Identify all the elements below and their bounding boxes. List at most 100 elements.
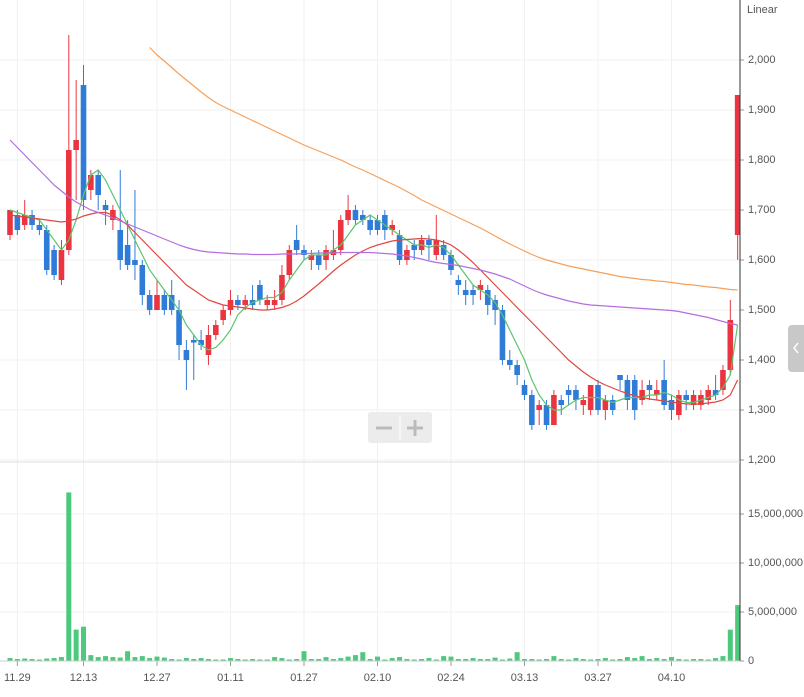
candle-body <box>484 290 491 305</box>
candle-body <box>492 300 498 310</box>
volume-bar <box>205 659 211 661</box>
moving-average-line <box>9 169 739 411</box>
candle-body <box>154 295 160 310</box>
candle-body <box>507 360 513 365</box>
volume-bar <box>514 652 520 661</box>
volume-bar <box>213 659 219 661</box>
candle-body <box>213 325 219 335</box>
volume-bar <box>330 659 336 661</box>
candle-body <box>198 340 204 345</box>
candle-body <box>609 400 616 410</box>
candle-body <box>477 285 484 290</box>
volume-bar <box>198 658 204 661</box>
candle-body <box>51 250 57 275</box>
volume-bar <box>161 657 167 661</box>
candle-body <box>264 300 271 305</box>
candle-body <box>543 405 550 425</box>
candle-body <box>43 230 50 270</box>
side-tab-bg[interactable] <box>788 325 804 372</box>
volume-bar <box>727 629 733 661</box>
candle-body <box>683 395 689 400</box>
candle-body <box>345 210 351 220</box>
volume-bar <box>713 658 719 661</box>
volume-bar <box>264 659 270 661</box>
volume-bar <box>338 658 344 661</box>
volume-bar <box>566 659 572 661</box>
candle-body <box>88 175 94 190</box>
y-tick-label: 1,300 <box>748 404 776 416</box>
x-tick-label: 02.10 <box>364 672 392 684</box>
volume-bar <box>676 659 682 661</box>
y-tick-label: 1,600 <box>748 254 776 266</box>
moving-average-line <box>149 47 738 291</box>
volume-bar <box>183 658 189 661</box>
volume-bar <box>81 626 86 661</box>
volume-bar <box>499 659 505 661</box>
x-tick-label: 01.27 <box>290 672 318 684</box>
volume-bar <box>639 656 645 661</box>
x-tick-label: 04.10 <box>658 672 686 684</box>
volume-bar <box>683 659 689 661</box>
volume-bar <box>58 657 64 661</box>
candle-body <box>654 390 660 395</box>
moving-average-line <box>9 211 739 405</box>
volume-bar <box>147 658 153 661</box>
candle-body <box>293 240 300 250</box>
candle-body <box>712 390 719 395</box>
volume-bar <box>595 659 601 661</box>
volume-bar <box>73 629 79 661</box>
y-tick-label: 0 <box>748 655 754 667</box>
volume-bar <box>433 659 439 661</box>
volume-bar <box>220 659 226 661</box>
volume-bar <box>617 659 623 661</box>
volume-bar <box>463 659 469 661</box>
volume-bar <box>558 659 564 661</box>
candle-body <box>521 385 528 395</box>
side-tab-arrow <box>793 342 799 354</box>
volume-bar <box>404 659 410 661</box>
zoom-controls[interactable] <box>368 412 432 443</box>
volume-bar <box>448 656 454 661</box>
candle-body <box>146 295 153 310</box>
candle-body <box>73 140 79 150</box>
candle-body <box>161 295 168 310</box>
volume-bar <box>522 659 527 661</box>
volume-bar <box>323 657 329 661</box>
candle-body <box>668 400 675 410</box>
y-tick-label: 2,000 <box>748 54 776 66</box>
volume-bar <box>308 659 314 661</box>
volume-bar <box>624 657 630 661</box>
candle-body <box>132 260 138 265</box>
candle-body <box>676 395 682 415</box>
candle-body <box>176 310 182 345</box>
candle-body <box>580 400 587 405</box>
volume-bar <box>492 657 498 661</box>
candle-body <box>374 220 381 230</box>
volume-bar <box>411 659 417 661</box>
candle-body <box>279 275 285 300</box>
volume-bar <box>345 656 351 661</box>
volume-bar <box>544 659 550 661</box>
candle-body <box>220 310 226 320</box>
volume-bar <box>279 658 285 661</box>
y-tick-label: 15,000,000 <box>748 508 803 520</box>
candle-body <box>734 95 741 235</box>
x-tick-label: 01.11 <box>217 672 244 684</box>
candle-body <box>573 390 579 400</box>
candle-body <box>617 375 623 380</box>
scale-label: Linear <box>747 4 778 16</box>
candle-body <box>529 395 535 425</box>
volume-bar <box>669 657 674 661</box>
candle-body <box>639 390 645 400</box>
candle-body <box>190 340 197 343</box>
volume-bar <box>691 659 697 661</box>
volume-bar <box>235 659 241 661</box>
volume-bar <box>117 657 123 661</box>
volume-bar <box>316 659 322 661</box>
candle-body <box>360 215 366 220</box>
volume-bar <box>507 658 513 661</box>
volume-bar <box>125 651 131 661</box>
side-tab[interactable] <box>788 325 804 372</box>
